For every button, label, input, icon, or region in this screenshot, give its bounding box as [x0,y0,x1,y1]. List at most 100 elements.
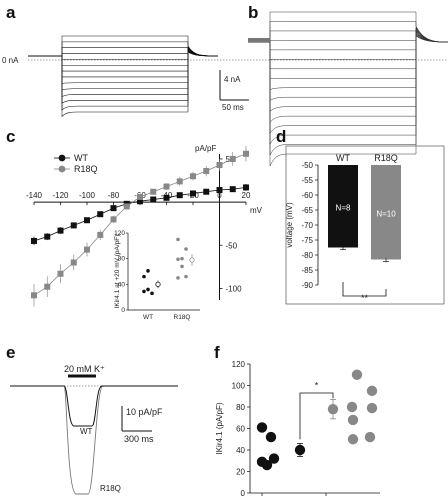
inset-mean-marker [189,257,195,263]
c-data-point [31,292,37,299]
scale-e-time-label: 300 ms [124,434,154,444]
c-data-point [163,183,170,190]
c-data-point [150,196,157,203]
current-trace-b [248,32,448,124]
inset-data-point [146,269,150,273]
inset-data-point [176,257,180,262]
d-y-tick-label: -65 [301,206,313,215]
d-category-label: R18Q [374,153,398,163]
zero-current-label: 0 nA [2,56,19,65]
c-data-point [176,192,183,199]
legend-label: R18Q [74,164,98,174]
rmp-bar-chart: -90 -85 -80 -75 -70 -65 -60 -55 -50 voltage (mV) W… [285,145,445,305]
inset-y-tick-label: 0 [121,307,125,314]
c-x-tick-label: 0 [217,191,222,200]
scale-bar-ab: 4 nA 50 ms [219,70,249,112]
inset-data-point [150,291,154,296]
panel-label-b: b [248,3,258,22]
f-y-tick-label: 0 [241,489,246,498]
current-trace-b [248,31,448,113]
d-significance-label: ** [361,293,369,303]
d-y-tick-label: -60 [301,191,313,200]
inset-data-point [176,237,180,242]
f-data-point [364,431,376,443]
trace-label-r18q: R18Q [100,484,121,493]
d-category-label: WT [336,153,350,163]
c-data-point [243,150,249,157]
c-data-point [229,155,236,162]
inset-data-point [146,287,150,292]
k-response-traces [10,385,178,495]
d-y-tick-label: -90 [301,281,313,290]
e-trace-wt [10,385,178,427]
f-y-tick-label: 20 [236,468,245,477]
c-data-point [229,186,236,193]
f-mean-marker [327,403,339,415]
d-bar [371,165,401,260]
c-data-point [190,190,196,197]
d-n-label: N=8 [336,203,351,212]
c-data-point [110,216,117,223]
c-data-point [123,203,130,210]
legend-marker [58,154,66,162]
f-y-tick-label: 60 [236,425,245,434]
c-data-point [216,161,223,168]
scale-e-current-label: 10 pA/pF [126,407,163,417]
f-data-point [347,434,359,445]
f-significance-label: * [315,381,319,391]
panel-label-f: f [214,343,220,362]
current-trace-b [248,35,448,167]
inset-data-point [142,289,146,294]
c-data-point [137,193,143,200]
d-y-tick-label: -85 [301,266,313,275]
e-trace-r18q [10,385,178,495]
c-data-point [203,188,210,195]
f-y-tick-label: 120 [232,360,246,369]
inset-y-tick-label: 40 [118,281,126,288]
c-x-tick-label: -140 [26,191,43,200]
c-data-point [57,227,64,234]
f-data-point [256,422,268,433]
c-data-point [44,233,51,240]
c-data-point [97,211,104,218]
inset-mean-marker [155,281,161,287]
c-data-point [70,222,77,229]
c-data-point [44,283,51,290]
c-x-tick-label: 20 [242,191,251,200]
c-x-tick-label: -80 [108,191,120,200]
c-data-point [150,188,157,195]
inset-y-tick-label: 80 [118,256,126,263]
d-y-tick-label: -55 [301,176,313,185]
inset-data-point [184,274,188,279]
current-traces-a [28,35,219,118]
c-unit-y: pA/pF [195,144,216,153]
inset-y-tick-label: 120 [114,230,125,237]
panel-label-e: e [6,343,15,362]
current-trace-a [28,49,219,84]
inset-group-label: R18Q [174,314,191,321]
panel-label-d: d [276,127,286,146]
d-y-tick-label: -70 [301,221,313,230]
c-data-point [57,270,64,277]
c-y-tick-label: -50 [226,241,238,250]
f-data-point [366,402,378,414]
inset-data-point [180,256,184,261]
c-data-point [84,217,90,224]
c-data-point [190,173,196,180]
c-data-point [163,194,170,201]
c-data-point [137,198,143,205]
f-y-tick-label: 100 [232,382,246,391]
c-series-line [33,153,247,296]
inset-data-point [176,276,180,280]
f-y-tick-label: 40 [236,446,245,455]
c-data-point [31,237,37,244]
ikir-scatter-chart: 0 20 40 60 80 100 120 IKir4.1 (pA/pF) * [215,360,380,498]
d-y-tick-label: -50 [301,161,313,170]
legend-label: WT [74,153,88,163]
current-trace-a [28,50,219,111]
d-n-label: N=10 [376,209,396,218]
stimulus-label: 20 mM K⁺ [64,364,105,374]
current-traces-b [248,11,448,167]
